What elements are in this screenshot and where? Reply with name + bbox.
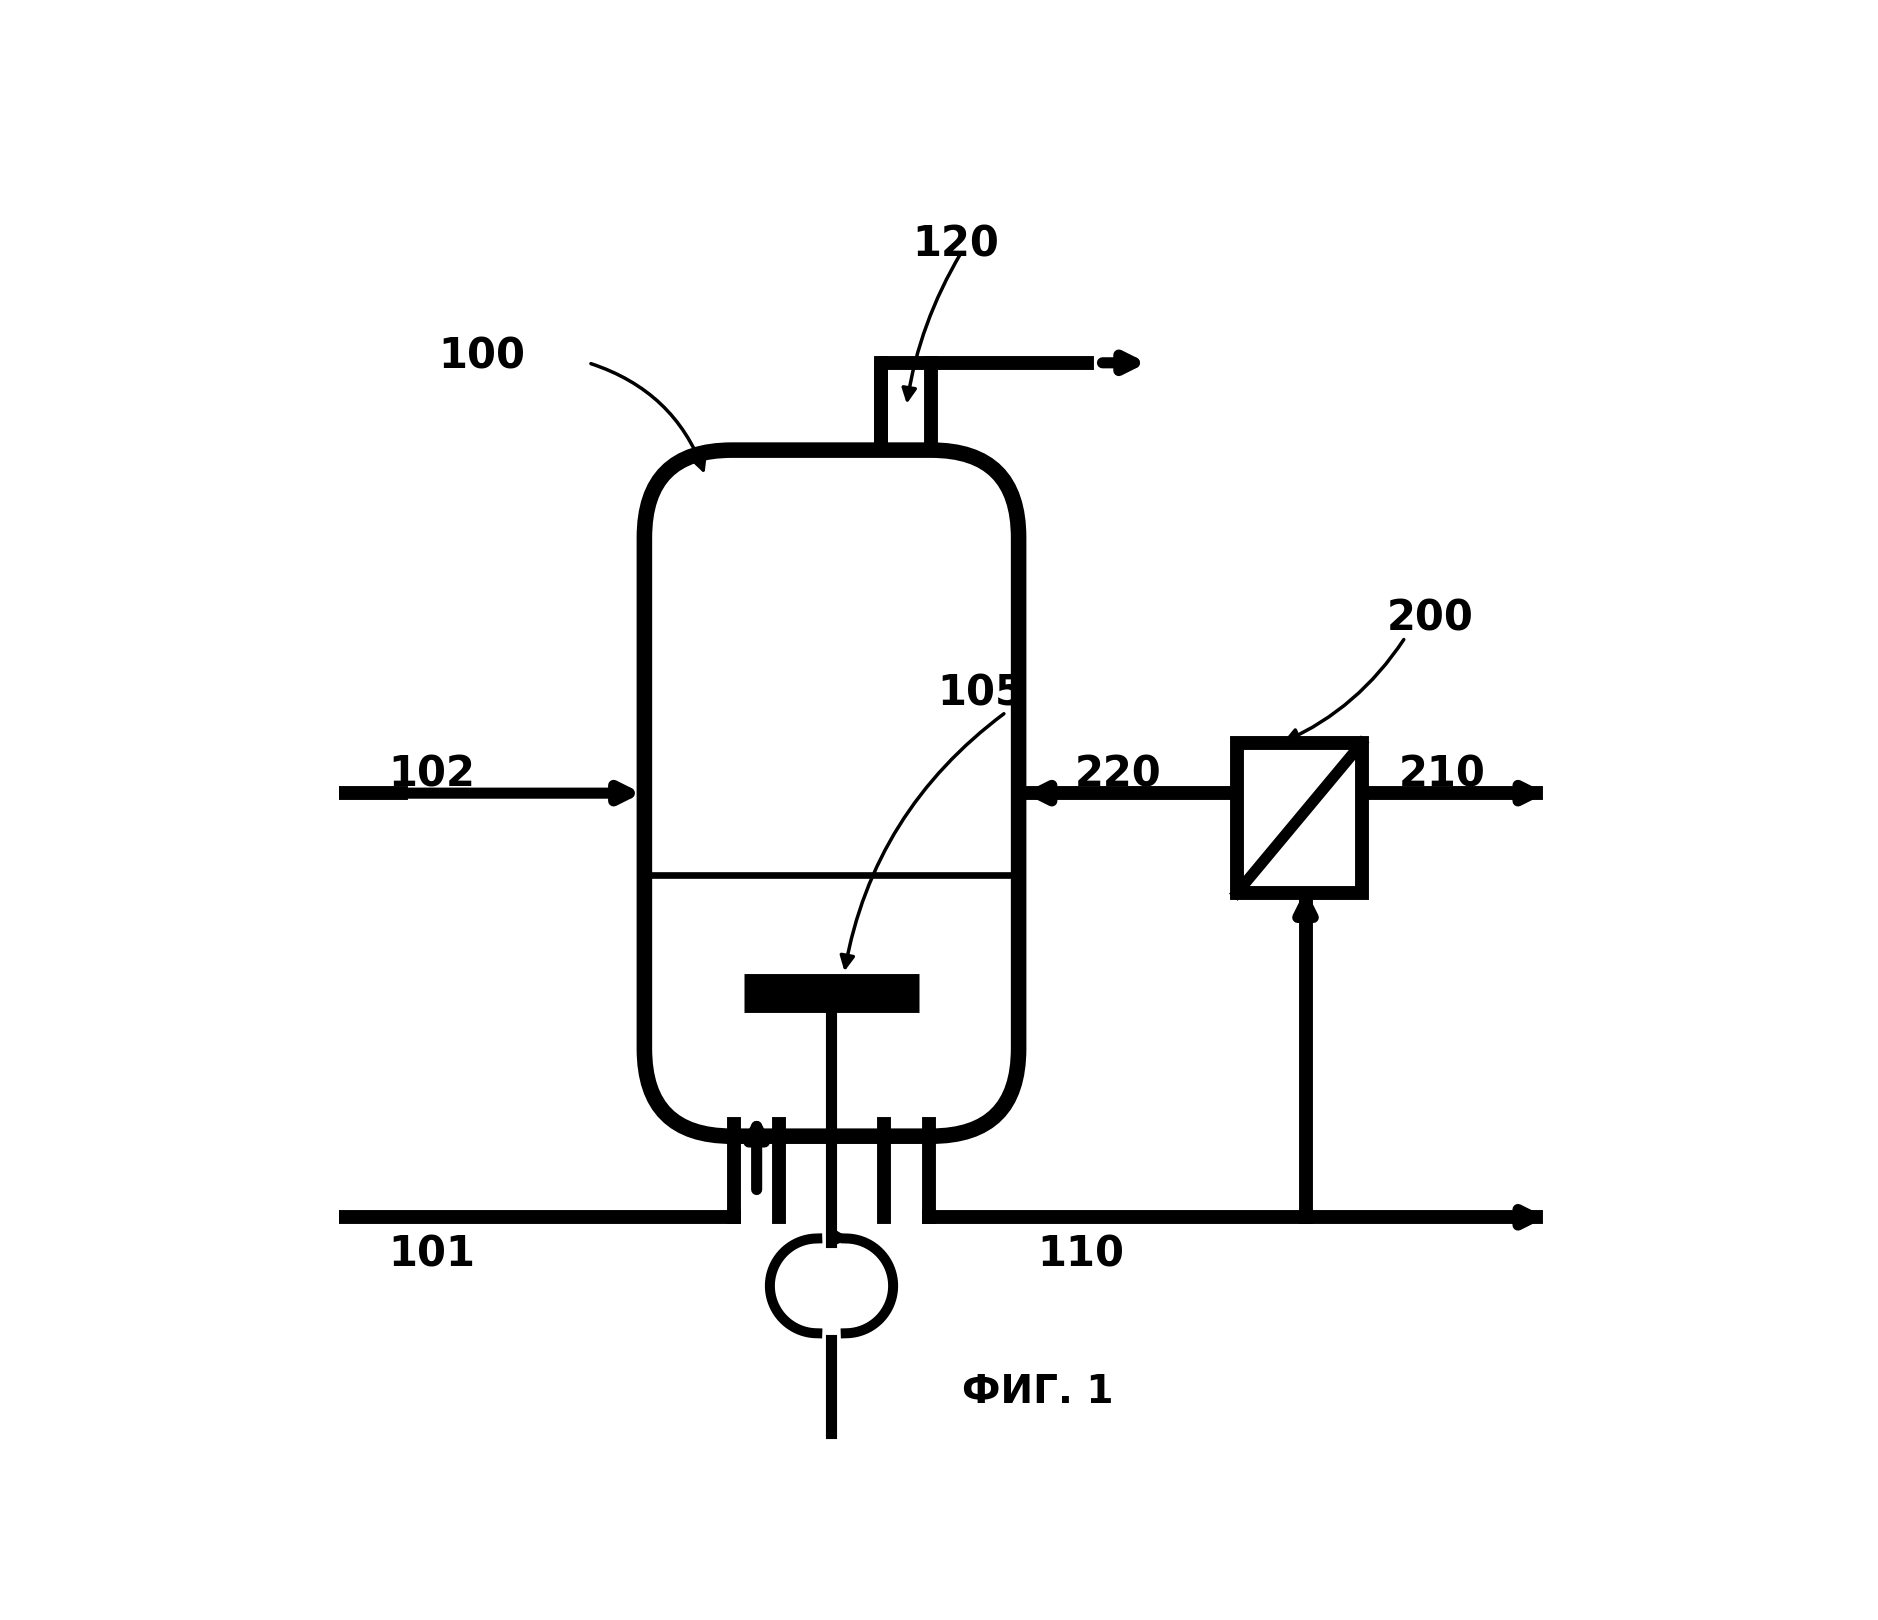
Bar	[1238, 744, 1362, 893]
Text: 220: 220	[1074, 753, 1161, 795]
Text: 120: 120	[913, 224, 999, 266]
Text: 105: 105	[937, 672, 1024, 714]
Text: ФИГ. 1: ФИГ. 1	[962, 1372, 1114, 1411]
Text: 110: 110	[1037, 1234, 1125, 1275]
Text: 210: 210	[1399, 753, 1485, 795]
Text: 100: 100	[439, 335, 526, 377]
Text: 102: 102	[389, 753, 475, 795]
FancyBboxPatch shape	[644, 450, 1018, 1136]
Text: 200: 200	[1386, 598, 1474, 640]
Text: 101: 101	[389, 1234, 475, 1275]
